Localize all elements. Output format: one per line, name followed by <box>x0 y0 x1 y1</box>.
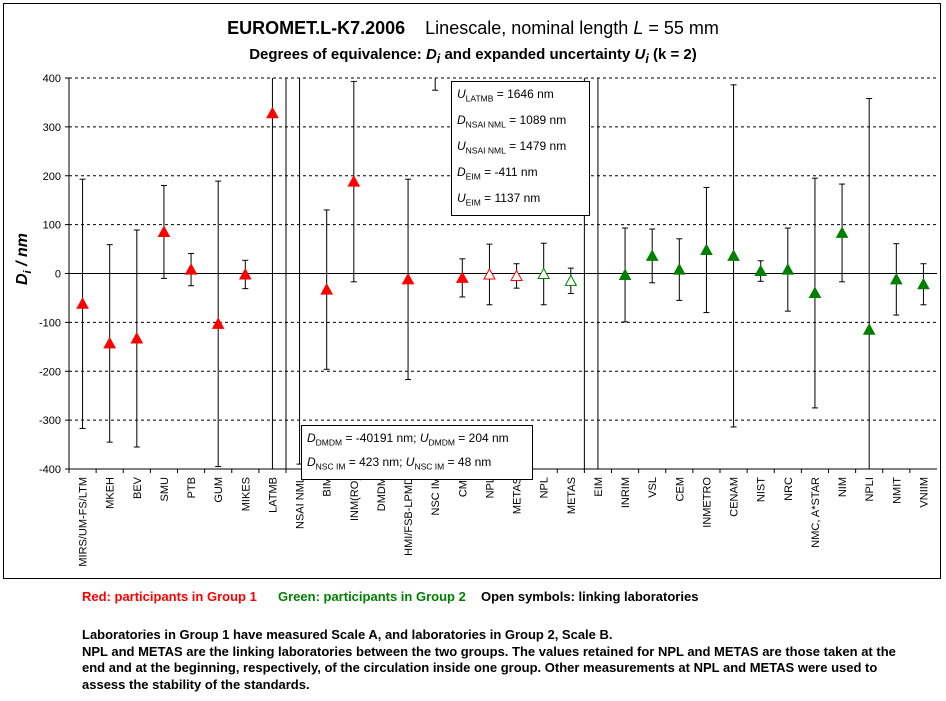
data-point-mkeh <box>103 336 117 349</box>
y-tick-label: 400 <box>43 73 61 85</box>
data-point-gum <box>211 317 225 329</box>
x-tick-label: DMDM <box>376 477 388 511</box>
y-tick-label: -100 <box>39 317 61 329</box>
legend-red: Red: participants in Group 1 <box>82 589 257 604</box>
data-point-hmi-fsb-lpmd <box>401 272 415 285</box>
info-line-u-nsai: UNSAI NML = 1479 nm <box>457 138 567 156</box>
data-point-inrim <box>618 268 632 280</box>
x-tick-label: EIM <box>593 477 605 497</box>
data-point-inm-ro- <box>347 175 361 187</box>
x-tick-label: MKEH <box>105 477 117 509</box>
note-line-2: NPL and METAS are the linking laboratori… <box>82 643 896 692</box>
x-tick-label: NMC, A*STAR <box>810 477 822 548</box>
info-line-u-eim: UEIM = 1137 nm <box>457 190 541 207</box>
y-tick-label: 100 <box>43 220 61 232</box>
x-tick-label: INM(RO) <box>349 477 361 521</box>
x-tick-label: CMI <box>457 477 469 497</box>
x-tick-label: CEM <box>674 477 686 501</box>
x-tick-label: NPL <box>484 477 496 498</box>
y-tick-label: 0 <box>55 269 61 281</box>
data-point-metas <box>564 274 578 286</box>
data-point-npl <box>537 267 551 279</box>
legend-open: Open symbols: linking laboratories <box>481 589 699 604</box>
x-tick-label: GUM <box>213 477 225 503</box>
y-tick-label: -400 <box>39 464 61 476</box>
x-tick-label: NSAI NML <box>295 477 307 529</box>
data-point-nrc <box>781 263 795 275</box>
x-tick-label: VSL <box>647 477 659 498</box>
x-tick-label: NPLI <box>864 477 876 501</box>
x-tick-label: NIM <box>837 477 849 497</box>
info-box-bottom: DDMDM = -40191 nm; UDMDM = 204 nm DNSC I… <box>301 425 533 480</box>
x-tick-label: NRC <box>783 477 795 501</box>
y-axis-label: Di / nm <box>14 233 35 285</box>
x-tick-label: METAS <box>512 477 524 514</box>
data-point-cmi <box>455 271 469 283</box>
x-tick-label: NIST <box>756 477 768 502</box>
info-line-dmdm: DDMDM = -40191 nm; UDMDM = 204 nm <box>307 431 509 448</box>
data-point-inmetro <box>700 243 713 256</box>
data-point-cem <box>672 263 686 275</box>
x-tick-label: SMU <box>159 477 171 502</box>
x-tick-label: BIM <box>322 477 334 497</box>
data-point-npli <box>862 323 876 335</box>
x-tick-label: NMIT <box>891 477 903 504</box>
x-tick-label: NSC IM <box>430 477 442 516</box>
data-point-metas <box>510 269 523 281</box>
notes: Laboratories in Group 1 have measured Sc… <box>82 627 922 693</box>
legend-green: Green: participants in Group 2 <box>278 589 466 604</box>
chart-subtitle: Degrees of equivalence: Di and expanded … <box>249 46 697 66</box>
chart-frame <box>3 3 941 579</box>
info-line-nscim: DNSC IM = 423 nm; UNSC IM = 48 nm <box>307 455 492 472</box>
y-tick-label: 300 <box>43 122 61 134</box>
x-tick-label: INRIM <box>620 477 632 508</box>
data-point-latmb <box>266 106 279 119</box>
data-point-vsl <box>645 249 659 261</box>
data-point-nmit <box>889 272 903 285</box>
x-tick-label: METAS <box>566 477 578 514</box>
data-point-vniim <box>917 277 930 290</box>
x-tick-label: MIKES <box>240 477 252 511</box>
x-tick-label: PTB <box>186 477 198 498</box>
data-point-bim <box>320 283 334 295</box>
data-point-bev <box>130 331 144 344</box>
data-point-mikes <box>238 267 252 280</box>
data-point-mirs-um-fs-ltm <box>76 297 89 309</box>
info-line-d-nsai: DNSAI NML = 1089 nm <box>457 112 567 130</box>
info-line-d-eim: DEIM = -411 nm <box>457 164 538 182</box>
x-tick-label: BEV <box>132 476 144 499</box>
y-tick-label: -300 <box>39 415 61 427</box>
data-point-npl <box>483 267 496 280</box>
chart-title: EUROMET.L-K7.2006 Linescale, nominal len… <box>227 18 719 38</box>
data-point-nmc-a-star <box>808 286 822 299</box>
info-line-u-latmb: ULATMB = 1646 nm <box>457 87 554 104</box>
data-point-nist <box>754 264 768 277</box>
data-point-smu <box>157 225 171 237</box>
note-line-1: Laboratories in Group 1 have measured Sc… <box>82 627 613 642</box>
data-point-cenam <box>727 249 740 261</box>
y-tick-label: -200 <box>39 366 61 378</box>
chart-svg: -400 -300 -200 -100 0 100 200 300 400 MIRS/UM-FS/… <box>39 73 937 567</box>
x-tick-label: INMETRO <box>701 477 713 528</box>
x-tick-label: VNIIM <box>918 477 930 508</box>
x-tick-label: MIRS/UM-FS/LTM <box>78 477 90 567</box>
x-tick-label: CENAM <box>729 477 741 517</box>
data-point-nim <box>835 226 849 238</box>
x-tick-label: HMI/FSB-LPMD <box>403 477 415 556</box>
y-tick-label: 200 <box>43 171 61 183</box>
x-tick-label: NPL <box>539 477 551 498</box>
info-box-top: ULATMB = 1646 nm DNSAI NML = 1089 nm UNS… <box>451 81 590 217</box>
data-point-ptb <box>184 263 198 275</box>
x-tick-label: LATMB <box>267 477 279 513</box>
